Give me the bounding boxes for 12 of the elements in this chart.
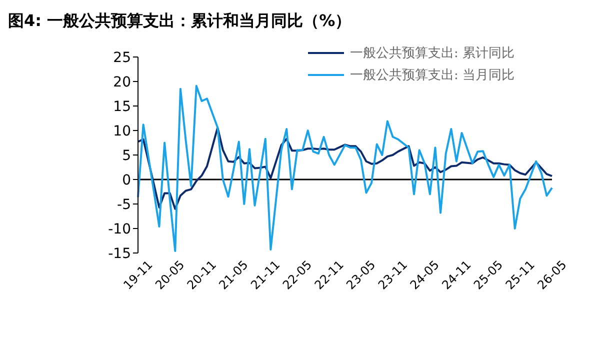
chart-title: 图4: 一般公共预算支出：累计和当月同比（%） <box>8 10 352 32</box>
y-tick-label: -5 <box>117 196 131 213</box>
y-tick-label: 10 <box>113 123 131 140</box>
y-tick-label: 0 <box>122 172 131 188</box>
y-tick-label: 15 <box>113 98 131 115</box>
y-tick-label: 25 <box>113 50 131 66</box>
y-tick-label: -15 <box>108 246 131 262</box>
legend-label: 一般公共预算支出: 当月同比 <box>350 67 515 84</box>
y-tick-label: 5 <box>122 148 131 164</box>
legend-label: 一般公共预算支出: 累计同比 <box>350 45 515 62</box>
y-tick-label: -10 <box>108 221 131 238</box>
y-tick-label: 20 <box>113 74 131 90</box>
